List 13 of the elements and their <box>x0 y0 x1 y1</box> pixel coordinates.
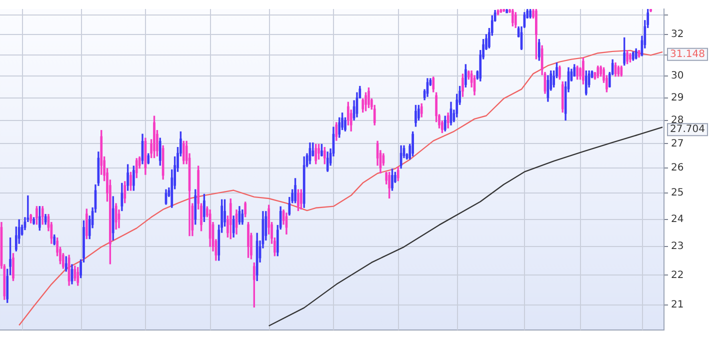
y-tick-label: 23 <box>671 241 684 252</box>
y-tick-label: 26 <box>671 162 684 174</box>
y-tick-label: 22 <box>671 270 684 281</box>
y-tick-label: 25 <box>671 188 684 199</box>
y-tick-label: 27 <box>671 138 684 150</box>
y-tick-label: 29 <box>671 92 684 104</box>
y-tick-label: 24 <box>671 214 684 225</box>
y-tick-label: 28 <box>671 114 684 126</box>
text: 27.704 <box>670 124 705 136</box>
y-tick-label: 21 <box>671 300 684 311</box>
y-tick-label: 30 <box>671 70 684 82</box>
y-tick-label: 32 <box>671 29 684 40</box>
text: 31.148 <box>670 48 705 60</box>
